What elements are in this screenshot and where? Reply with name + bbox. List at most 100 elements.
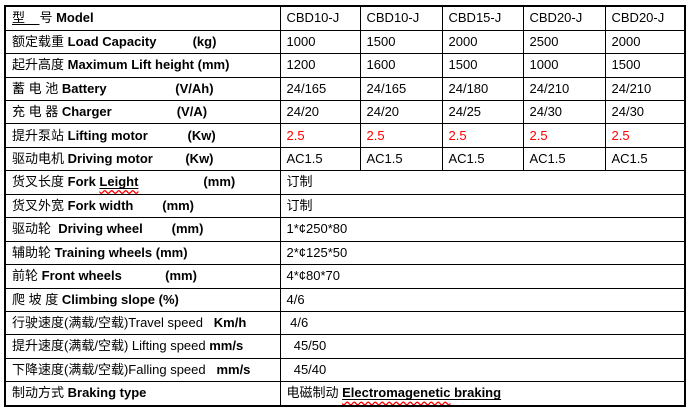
row-label: 行驶速度(满载/空载)Travel speed Km/h: [4, 310, 281, 336]
table-row-driving-motor: 驱动电机 Driving motor (Kw) AC1.5 AC1.5 AC1.…: [4, 146, 686, 172]
row-label: 前轮 Front wheels (mm): [4, 264, 281, 289]
row-label: 蓄 电 池 Battery (V/Ah): [4, 76, 281, 102]
merged-value-cell: 4*¢80*70: [279, 264, 686, 289]
merged-value-cell: 2*¢125*50: [279, 240, 686, 266]
value-cell: 24/165: [279, 76, 361, 102]
merged-value-cell: 电磁制动 Electromagenetic braking: [279, 381, 686, 407]
merged-value-cell: 1*¢250*80: [279, 217, 686, 242]
row-label: 驱动电机 Driving motor (Kw): [4, 146, 281, 172]
value-cell-red: 2.5: [359, 123, 443, 148]
label-en: Load Capacity (kg): [67, 33, 217, 49]
table-row-model: 型 号 Model CBD10-J CBD10-J CBD15-J CBD20-…: [4, 5, 686, 31]
merged-value-cell: 45/40: [279, 357, 686, 383]
label-en: Lifting motor (Kw): [67, 127, 216, 143]
value-cell: 2500: [522, 29, 606, 55]
label-zh-underlined: 型: [12, 10, 40, 26]
label-en: Charger (V/A): [61, 104, 208, 120]
value-en-underlined: Electromagenetic braking: [342, 385, 501, 400]
table-row-fork-length: 货叉长度 Fork Leight (mm) 订制: [4, 170, 686, 195]
value-cell: 1200: [279, 53, 361, 78]
value-cell: 1000: [279, 29, 361, 55]
model-cell: CBD10-J: [279, 5, 361, 31]
label-en: Driving motor (Kw): [67, 150, 214, 166]
value-cell: 24/20: [359, 100, 443, 125]
value-cell-red: 2.5: [604, 123, 686, 148]
row-label: 提升速度(满载/空载) Lifting speed mm/s: [4, 334, 281, 359]
label-zh: 前轮: [12, 268, 42, 284]
table-row-front-wheels: 前轮 Front wheels (mm) 4*¢80*70: [4, 264, 686, 289]
value-cell: 24/210: [522, 76, 606, 102]
value-cell: 24/180: [441, 76, 524, 102]
value-cell: 24/30: [604, 100, 686, 125]
label-unit: mm/s: [209, 338, 244, 354]
label-unit: Km/h: [213, 315, 247, 331]
label-zh: 蓄 电 池: [12, 80, 62, 96]
value-cell-red: 2.5: [441, 123, 524, 148]
row-label: 起升高度 Maximum Lift height (mm): [4, 53, 281, 78]
value-cell: 2000: [441, 29, 524, 55]
table-row-driving-wheel: 驱动轮 Driving wheel (mm) 1*¢250*80: [4, 217, 686, 242]
label-en-underlined: Leight: [99, 174, 138, 189]
spellcheck-word: Electromagenetic: [342, 385, 451, 401]
table-row-lifting-motor: 提升泵站 Lifting motor (Kw) 2.5 2.5 2.5 2.5 …: [4, 123, 686, 148]
row-label: 制动方式 Braking type: [4, 381, 281, 407]
merged-value-cell: 4/6: [279, 310, 686, 336]
value-cell: 1600: [359, 53, 443, 78]
table-row-charger: 充 电 器 Charger (V/A) 24/20 24/20 24/25 24…: [4, 100, 686, 125]
row-label: 下降速度(满载/空载)Falling speed mm/s: [4, 357, 281, 383]
value-cell: 1500: [441, 53, 524, 78]
label-zh: 辅助轮: [12, 244, 55, 260]
label-en: Falling speed: [128, 361, 217, 377]
label-zh: 提升速度(满载/空载): [12, 338, 132, 354]
value-cell: 2000: [604, 29, 686, 55]
table-row-lift-height: 起升高度 Maximum Lift height (mm) 1200 1600 …: [4, 53, 686, 78]
row-label: 货叉长度 Fork Leight (mm): [4, 170, 281, 195]
label-zh: 额定载重: [12, 33, 68, 49]
label-en: Model: [56, 10, 94, 26]
label-zh: 货叉长度: [12, 174, 68, 190]
label-en: Battery (V/Ah): [61, 80, 214, 96]
spec-table: 型 号 Model CBD10-J CBD10-J CBD15-J CBD20-…: [4, 5, 686, 407]
value-cell: AC1.5: [441, 146, 524, 172]
value-cell-red: 2.5: [279, 123, 361, 148]
label-en: Travel speed: [128, 315, 214, 331]
label-zh: 充 电 器: [12, 104, 62, 120]
label-en: Front wheels (mm): [41, 268, 197, 284]
model-cell: CBD20-J: [604, 5, 686, 31]
merged-value-cell: 订制: [279, 170, 686, 195]
value-cell: 1500: [359, 29, 443, 55]
value-cell: AC1.5: [604, 146, 686, 172]
value-cell-red: 2.5: [522, 123, 606, 148]
table-row-battery: 蓄 电 池 Battery (V/Ah) 24/165 24/165 24/18…: [4, 76, 686, 102]
value-cell: AC1.5: [359, 146, 443, 172]
table-row-load-capacity: 额定载重 Load Capacity (kg) 1000 1500 2000 2…: [4, 29, 686, 55]
table-row-climbing-slope: 爬 坡 度 Climbing slope (%) 4/6: [4, 287, 686, 312]
table-row-falling-speed: 下降速度(满载/空载)Falling speed mm/s 45/40: [4, 357, 686, 383]
value-cell: 24/20: [279, 100, 361, 125]
label-en: Fork: [67, 174, 100, 190]
label-unit: (mm): [138, 174, 236, 190]
row-label: 辅助轮 Training wheels (mm): [4, 240, 281, 266]
label-zh: 货叉外宽: [12, 197, 68, 213]
merged-value-cell: 4/6: [279, 287, 686, 312]
label-en: Driving wheel (mm): [58, 221, 204, 237]
label-en: Training wheels (mm): [54, 244, 188, 260]
label-en: Lifting speed: [131, 338, 210, 354]
value-cell: 24/30: [522, 100, 606, 125]
label-zh: 驱动电机: [12, 150, 68, 166]
model-cell: CBD10-J: [359, 5, 443, 31]
label-zh: 制动方式: [12, 385, 68, 401]
table-row-braking-type: 制动方式 Braking type 电磁制动 Electromagenetic …: [4, 381, 686, 407]
label-en: Fork width (mm): [67, 197, 195, 213]
value-zh: 电磁制动: [286, 385, 343, 401]
label-zh: 爬 坡 度: [12, 291, 62, 307]
value-cell: 1000: [522, 53, 606, 78]
row-label: 驱动轮 Driving wheel (mm): [4, 217, 281, 242]
label-zh: 号: [39, 10, 57, 26]
value-cell: 24/210: [604, 76, 686, 102]
value-en-rest: braking: [450, 385, 502, 401]
label-zh: 提升泵站: [12, 127, 68, 143]
row-label: 货叉外宽 Fork width (mm): [4, 193, 281, 219]
label-zh: 驱动轮: [12, 221, 59, 237]
value-cell: 24/165: [359, 76, 443, 102]
